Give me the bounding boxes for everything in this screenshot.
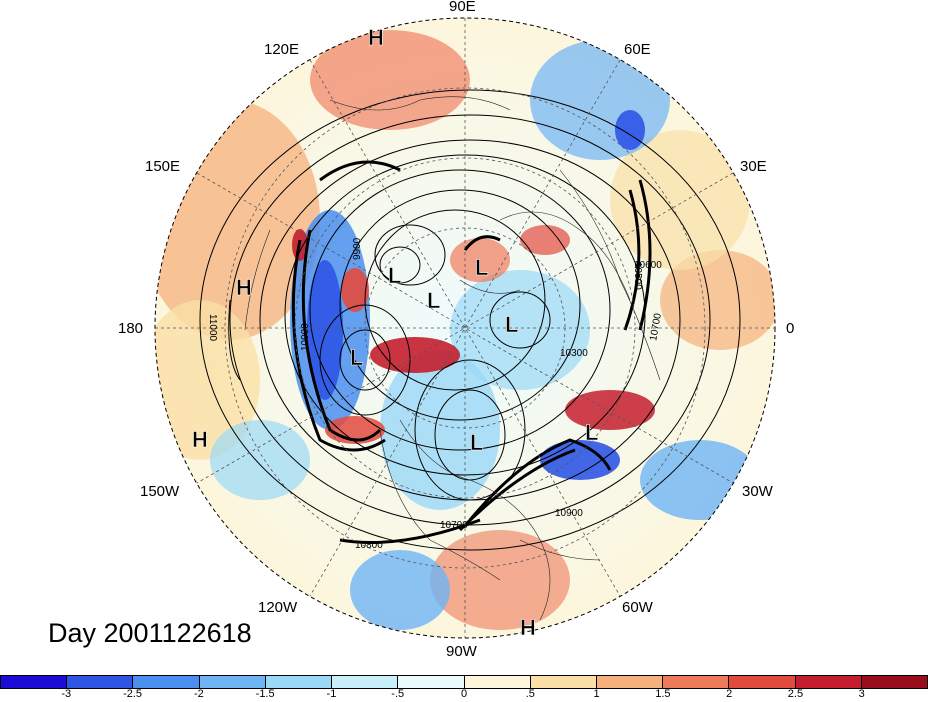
high-center: H	[236, 275, 252, 300]
contour-label: 10700	[440, 520, 468, 531]
lon-label-90w: 90W	[446, 643, 477, 660]
low-center: L	[475, 255, 488, 280]
height-contours	[199, 89, 741, 551]
lon-label-180: 180	[118, 320, 144, 337]
colorbar	[0, 675, 928, 689]
colorbar-tick-label: -2	[193, 688, 204, 700]
lon-label-120e: 120E	[264, 41, 300, 58]
lon-label-60e: 60E	[624, 41, 651, 58]
high-center: H	[368, 25, 384, 50]
low-center: L	[505, 312, 518, 337]
contour-label: 10900	[555, 508, 583, 519]
high-center: H	[520, 615, 536, 640]
colorbar-tick-label: -3	[61, 688, 72, 700]
contour-label: 10800	[355, 540, 383, 551]
lon-label-30w: 30W	[742, 483, 773, 500]
low-center: L	[470, 430, 483, 455]
coastlines	[244, 96, 661, 621]
low-center: L	[350, 345, 363, 370]
colorbar-tick-label: 1.5	[655, 688, 671, 700]
colorbar-box	[332, 676, 399, 688]
lon-label-30e: 30E	[740, 158, 767, 175]
lon-label-60w: 60W	[622, 599, 653, 616]
colorbar-box	[133, 676, 200, 688]
lon-label-120w: 120W	[258, 599, 298, 616]
colorbar-box	[596, 676, 664, 688]
anomaly-field	[155, 18, 775, 638]
colorbar-tick-label: -2.5	[123, 688, 143, 700]
colorbar-tick-label: 2.5	[787, 688, 804, 700]
colorbar-box	[795, 676, 862, 688]
contour-label: 10300	[560, 348, 588, 359]
polar-map: 10900 11000 10300 10700 10800 10600 1050…	[154, 17, 776, 641]
colorbar-tick-label: -.5	[391, 688, 405, 700]
pressure-centers: H H H H L L L L L L L	[192, 25, 599, 641]
colorbar-box	[530, 676, 597, 688]
colorbar-box	[663, 676, 730, 688]
colorbar-box	[861, 676, 928, 688]
colorbar-tick-label: 2	[726, 688, 733, 700]
lon-label-90e: 90E	[449, 0, 476, 15]
contour-labels: 10900 11000 10300 10700 10800 10600 1050…	[207, 237, 664, 551]
low-center: L	[585, 420, 598, 445]
colorbar-tick-label: 0	[460, 688, 468, 700]
colorbar-box	[1, 676, 68, 688]
day-title: Day 2001122618	[48, 618, 252, 648]
contour-label: 10700	[648, 312, 664, 342]
contour-label: 9900	[352, 237, 363, 260]
colorbar-tick-label: -1	[326, 688, 337, 700]
high-center: H	[192, 427, 208, 452]
grid	[155, 18, 775, 638]
map-boundary	[154, 17, 776, 639]
colorbar-box	[265, 676, 333, 688]
colorbar-box	[67, 676, 134, 688]
contour-label: 10600	[634, 260, 662, 271]
lon-label-0: 0	[786, 320, 795, 337]
colorbar-tick-label: 1	[593, 688, 600, 700]
low-center: L	[427, 288, 440, 313]
colorbar-tick-label: .5	[525, 688, 535, 700]
lon-label-150e: 150E	[145, 158, 181, 175]
low-center: L	[388, 263, 401, 288]
contour-label: 10500	[632, 262, 643, 290]
colorbar-box	[199, 676, 266, 688]
contour-label: 11000	[207, 314, 218, 342]
colorbar-box	[729, 676, 796, 688]
colorbar-box	[464, 676, 531, 688]
colorbar-tick-label: 3	[858, 688, 865, 700]
colorbar-box	[398, 676, 465, 688]
colorbar-tick-label: -1.5	[255, 688, 275, 700]
contour-label: 10900	[300, 323, 311, 351]
lon-label-150w: 150W	[140, 483, 180, 500]
